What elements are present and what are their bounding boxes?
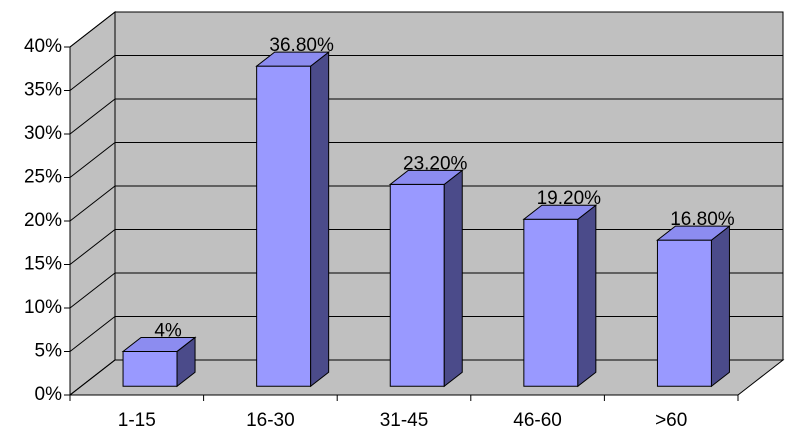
grid-line — [69, 11, 783, 48]
y-tick-label: 35% — [24, 80, 62, 101]
bar-front — [122, 350, 178, 387]
x-tick-label: 1-15 — [118, 410, 156, 431]
bar-side — [443, 169, 463, 388]
y-tick-label: 20% — [24, 210, 62, 231]
bar-top — [121, 336, 197, 352]
bar-front — [656, 239, 712, 387]
value-label: 19.20% — [537, 188, 602, 209]
value-label: 36.80% — [269, 35, 334, 56]
grid-line — [69, 142, 783, 178]
y-tick-label: 30% — [24, 123, 62, 144]
x-tick-label: 16-30 — [246, 410, 295, 431]
bar-side — [310, 51, 330, 388]
y-tick-label: 10% — [24, 297, 62, 318]
grid-line — [69, 185, 783, 222]
bar-top — [522, 204, 598, 220]
bar-front — [389, 183, 445, 387]
bar-top — [655, 225, 731, 241]
y-tick-label: 25% — [24, 167, 62, 188]
bar-side — [710, 225, 730, 388]
value-label: 4% — [154, 320, 182, 341]
x-tick-label: >60 — [655, 410, 687, 431]
x-tick-label: 46-60 — [513, 410, 562, 431]
y-tick-label: 15% — [24, 254, 62, 275]
y-tick-label: 0% — [35, 384, 63, 405]
bar-front — [523, 218, 579, 387]
grid-line — [69, 98, 783, 135]
value-label: 23.20% — [403, 153, 468, 174]
bar-side — [577, 204, 597, 388]
bar-top — [255, 51, 331, 67]
x-tick-label: 31-45 — [380, 410, 429, 431]
y-tick-label: 5% — [35, 341, 63, 362]
bar-front — [256, 65, 312, 387]
grid-line — [69, 55, 783, 91]
value-label: 16.80% — [670, 209, 735, 230]
y-tick-label: 40% — [24, 36, 62, 57]
bar-top — [388, 169, 464, 185]
